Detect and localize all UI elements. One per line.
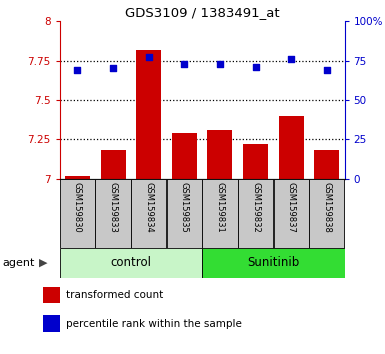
Text: GSM159834: GSM159834	[144, 182, 153, 232]
Text: GSM159833: GSM159833	[109, 182, 117, 233]
Point	[253, 64, 259, 70]
Point	[324, 67, 330, 73]
Text: ▶: ▶	[38, 258, 47, 268]
Text: control: control	[110, 256, 151, 269]
FancyBboxPatch shape	[167, 179, 202, 248]
Text: GSM159830: GSM159830	[73, 182, 82, 232]
Bar	[100, 150, 126, 179]
Point	[217, 61, 223, 67]
Bar	[65, 176, 90, 179]
Title: GDS3109 / 1383491_at: GDS3109 / 1383491_at	[125, 6, 280, 19]
FancyBboxPatch shape	[131, 179, 166, 248]
Text: percentile rank within the sample: percentile rank within the sample	[66, 319, 242, 329]
Text: GSM159837: GSM159837	[287, 182, 296, 233]
Point	[288, 56, 294, 62]
Point	[110, 66, 116, 72]
Text: transformed count: transformed count	[66, 290, 164, 300]
Bar	[243, 144, 268, 179]
Text: agent: agent	[2, 258, 34, 268]
Bar	[314, 150, 339, 179]
FancyBboxPatch shape	[309, 179, 345, 248]
Text: GSM159835: GSM159835	[180, 182, 189, 232]
Point	[181, 61, 187, 67]
Bar	[172, 133, 197, 179]
Text: Sunitinib: Sunitinib	[247, 256, 300, 269]
FancyBboxPatch shape	[95, 179, 131, 248]
Text: GSM159832: GSM159832	[251, 182, 260, 232]
Text: GSM159831: GSM159831	[216, 182, 224, 232]
Text: GSM159838: GSM159838	[322, 182, 331, 233]
Bar	[136, 50, 161, 179]
FancyBboxPatch shape	[273, 179, 309, 248]
Bar	[208, 130, 233, 179]
FancyBboxPatch shape	[238, 179, 273, 248]
FancyBboxPatch shape	[60, 179, 95, 248]
FancyBboxPatch shape	[202, 248, 345, 278]
FancyBboxPatch shape	[60, 248, 202, 278]
FancyBboxPatch shape	[202, 179, 238, 248]
Bar	[279, 116, 304, 179]
Point	[146, 55, 152, 60]
Bar	[44, 315, 60, 332]
Point	[74, 67, 80, 73]
Bar	[44, 287, 60, 303]
